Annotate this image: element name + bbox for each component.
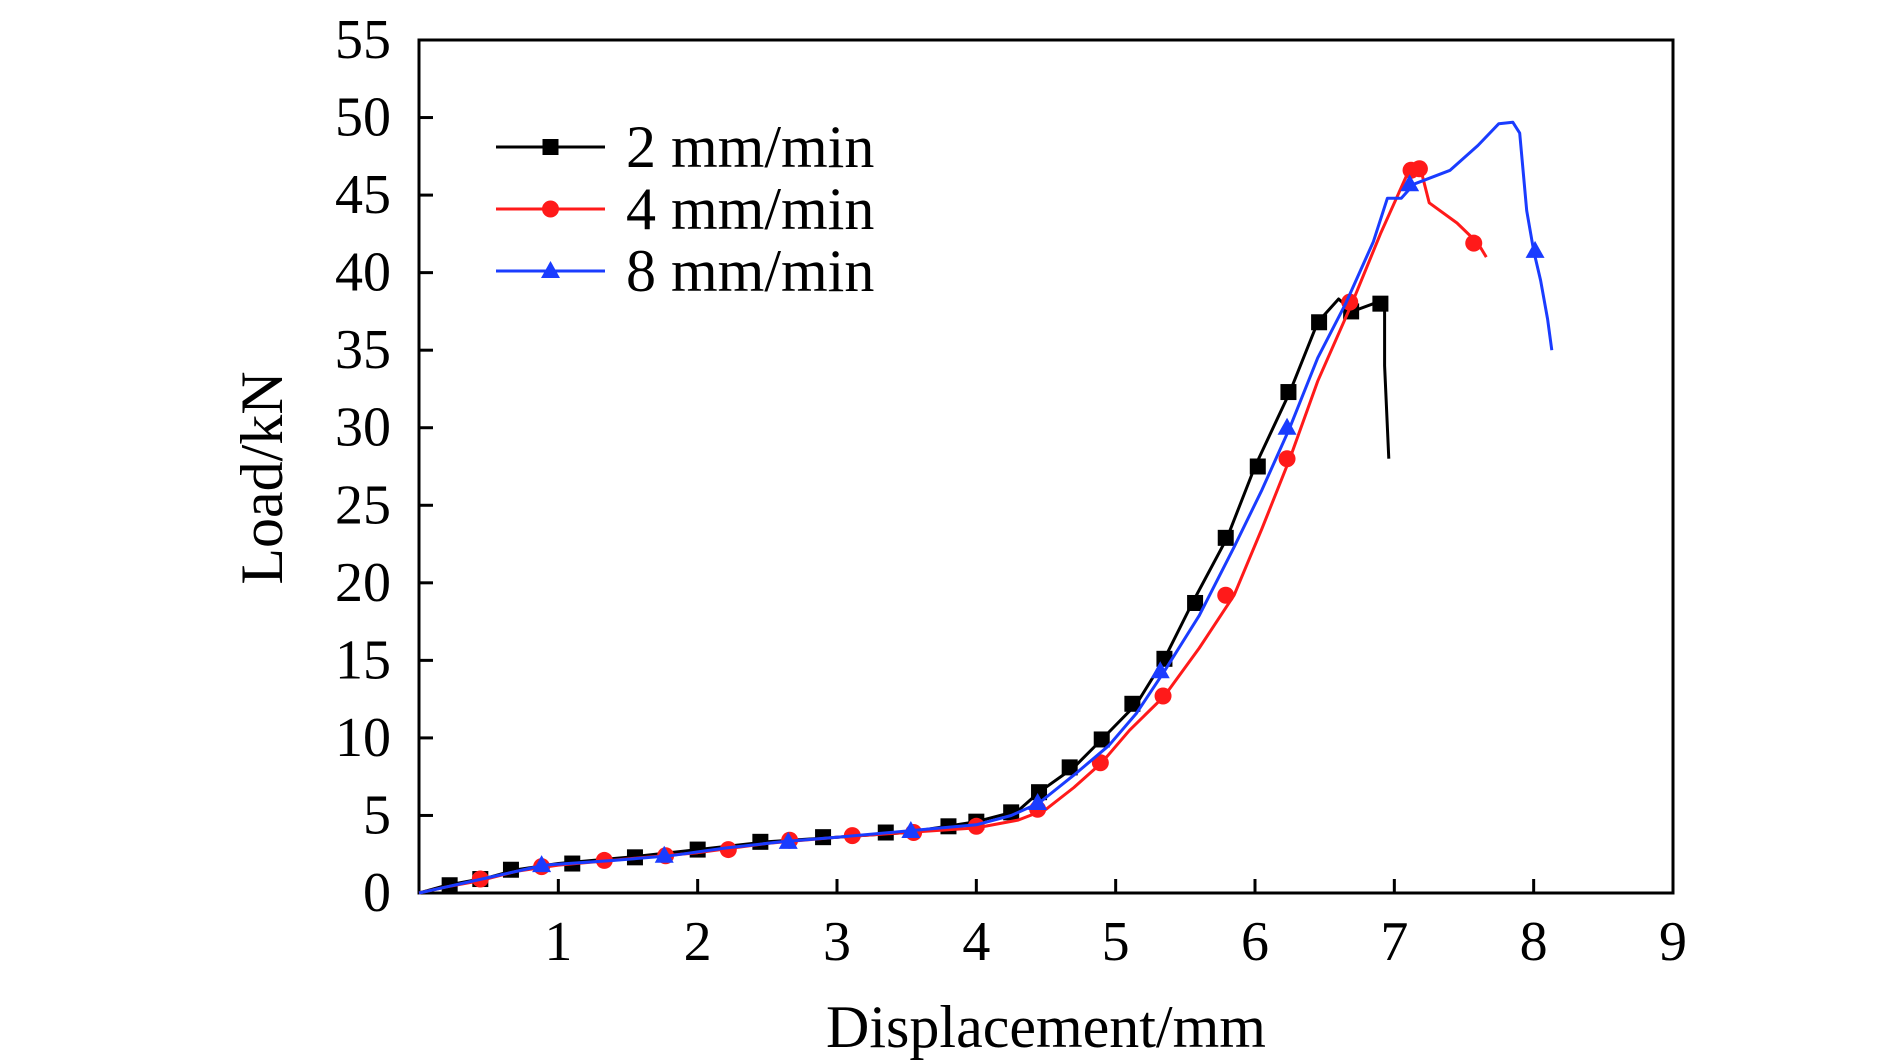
- series-8-mm-min: [418, 120, 1554, 895]
- data-point: [1093, 731, 1110, 748]
- data-point: [1061, 759, 1078, 776]
- data-point: [1372, 295, 1389, 312]
- x-tick-label: 7: [1380, 911, 1408, 973]
- legend-entry-2-mm-min: 2 mm/min: [496, 114, 874, 180]
- data-point: [778, 831, 798, 849]
- series-line: [418, 297, 1391, 895]
- data-point: [1278, 450, 1296, 468]
- data-point: [1249, 458, 1266, 475]
- data-point: [967, 817, 985, 835]
- data-point: [1154, 687, 1172, 705]
- y-axis-title: Load/kN: [229, 371, 295, 584]
- data-point: [752, 833, 769, 850]
- legend-entry-8-mm-min: 8 mm/min: [496, 238, 874, 304]
- legend-label: 8 mm/min: [626, 238, 874, 304]
- x-tick-label: 9: [1659, 911, 1687, 973]
- data-point: [1280, 384, 1297, 401]
- data-point: [1311, 314, 1328, 331]
- x-tick-label: 2: [684, 911, 712, 973]
- data-point: [1410, 160, 1428, 178]
- x-tick-label: 8: [1520, 911, 1548, 973]
- y-tick-label: 15: [335, 629, 391, 691]
- series-line: [418, 120, 1554, 895]
- y-tick-label: 55: [335, 9, 391, 71]
- data-point: [1525, 240, 1545, 258]
- y-tick-label: 20: [335, 552, 391, 614]
- data-point: [1400, 174, 1420, 192]
- series-line: [418, 162, 1488, 895]
- data-point: [1277, 417, 1297, 435]
- data-point: [1465, 234, 1483, 252]
- x-tick-label: 1: [544, 911, 572, 973]
- x-tick-label: 6: [1241, 911, 1269, 973]
- data-point: [901, 820, 921, 838]
- y-tick-label: 0: [363, 862, 391, 924]
- y-tick-label: 35: [335, 319, 391, 381]
- y-tick-label: 45: [335, 164, 391, 226]
- data-point: [1031, 784, 1048, 801]
- data-point: [654, 845, 674, 863]
- data-point: [1124, 695, 1141, 712]
- y-tick-label: 40: [335, 242, 391, 304]
- legend-label: 2 mm/min: [626, 114, 874, 180]
- x-tick-label: 5: [1102, 911, 1130, 973]
- legend-marker: [541, 261, 560, 278]
- x-tick-label: 4: [962, 911, 990, 973]
- data-point: [719, 841, 737, 859]
- y-tick-label: 5: [363, 784, 391, 846]
- data-point: [689, 841, 706, 858]
- data-point: [1150, 661, 1170, 679]
- series-layer: [418, 120, 1554, 895]
- legend-entry-4-mm-min: 4 mm/min: [496, 176, 874, 242]
- y-tick-label: 50: [335, 87, 391, 149]
- data-point: [1217, 586, 1235, 604]
- data-point: [1028, 793, 1048, 811]
- data-point: [532, 855, 552, 873]
- x-tick-label: 3: [823, 911, 851, 973]
- series-2-mm-min: [418, 295, 1391, 895]
- data-point: [1091, 754, 1109, 772]
- legend-label: 4 mm/min: [626, 176, 874, 242]
- y-tick-label: 10: [335, 707, 391, 769]
- x-axis-title: Displacement/mm: [826, 994, 1266, 1060]
- legend-marker: [542, 139, 559, 155]
- plot-frame: [417, 38, 1675, 895]
- legend-marker: [542, 200, 559, 218]
- data-point: [1187, 594, 1204, 611]
- y-tick-label: 25: [335, 474, 391, 536]
- data-point: [1217, 529, 1234, 546]
- y-tick-label: 30: [335, 397, 391, 459]
